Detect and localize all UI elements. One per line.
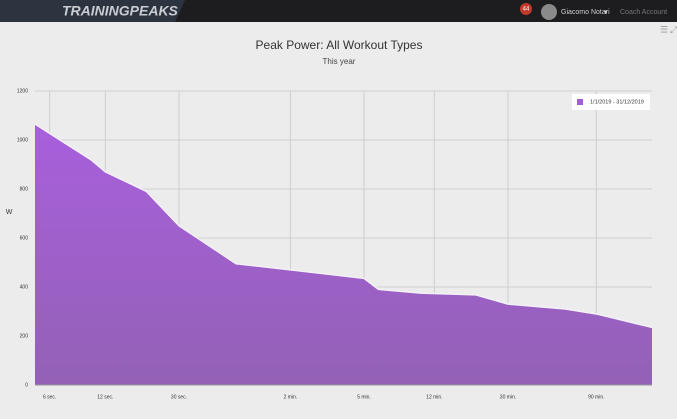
y-tick-label: 1000 — [17, 137, 28, 143]
logo-bg — [0, 0, 185, 22]
x-tick-label: 12 sec. — [97, 394, 113, 400]
x-tick-label: 30 sec. — [171, 394, 187, 400]
legend-label: 1/1/2019 - 31/12/2019 — [590, 99, 644, 105]
area — [35, 124, 652, 385]
y-tick-label: 400 — [20, 284, 29, 290]
y-tick-label: 1200 — [17, 88, 28, 94]
y-tick-label: 0 — [25, 382, 28, 388]
badge[interactable] — [520, 3, 532, 15]
dropdown-arrow[interactable]: ▾ — [604, 9, 608, 16]
user-name[interactable]: Giacomo Notari — [561, 9, 610, 16]
legend-swatch — [577, 99, 583, 105]
y-tick-label: 600 — [20, 235, 29, 241]
logo[interactable]: TRAININGPEAKS — [62, 3, 179, 19]
y-axis-label: W — [6, 209, 13, 216]
x-tick-label: 30 min. — [500, 394, 516, 400]
y-tick-label: 200 — [20, 333, 29, 339]
account-link[interactable]: Coach Account — [620, 9, 667, 16]
x-tick-label: 12 min. — [426, 394, 442, 400]
chart-title: Peak Power: All Workout Types — [256, 38, 423, 52]
chart-subtitle: This year — [323, 57, 356, 66]
y-tick-label: 800 — [20, 186, 29, 192]
expand-icon[interactable]: ⤢ — [669, 24, 677, 34]
x-tick-label: 6 sec. — [43, 394, 56, 400]
area-line — [34, 123, 653, 329]
badge-count: 44 — [523, 7, 530, 13]
x-tick-label: 90 min. — [588, 394, 604, 400]
legend-box — [572, 94, 650, 110]
x-tick-label: 2 min. — [284, 394, 298, 400]
avatar[interactable] — [541, 4, 557, 20]
x-tick-label: 5 min. — [357, 394, 371, 400]
menu-icon[interactable]: ☰ — [660, 24, 668, 34]
